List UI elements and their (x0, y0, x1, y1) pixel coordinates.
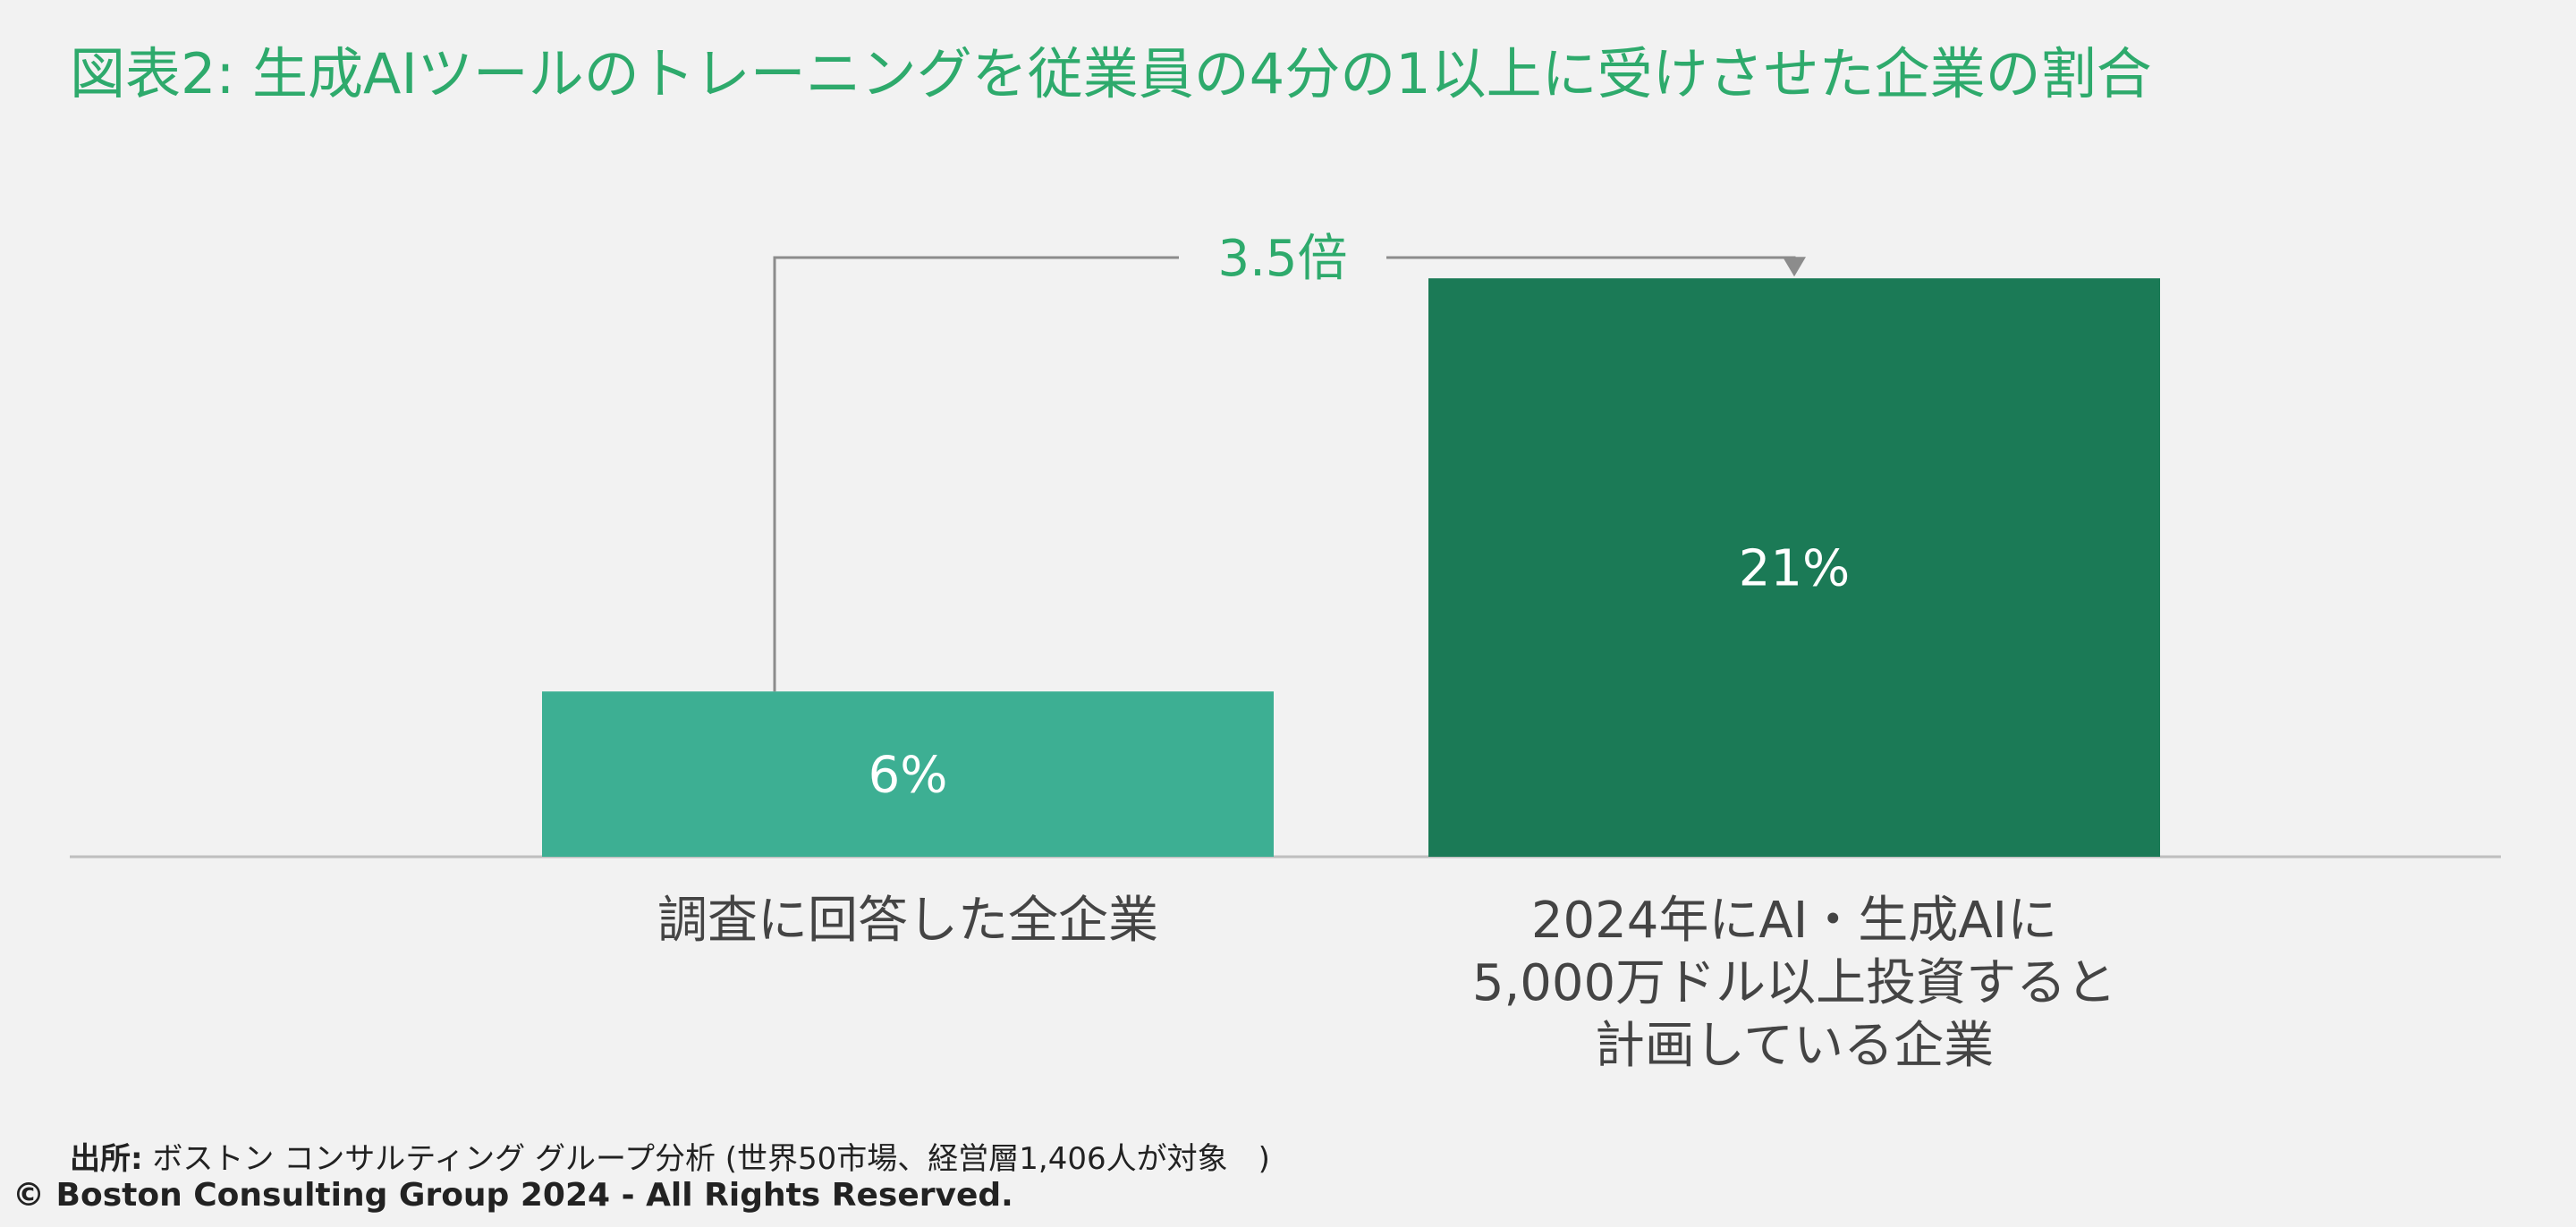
chart-title: 図表2: 生成AIツールのトレーニングを従業員の4分の1以上に受けさせた企業の割… (70, 41, 2152, 106)
bar-chart: 6% 21% 調査に回答した全企業 2024年にAI・生成AIに5,000万ドル以上投… (70, 230, 2501, 1075)
bar-1 (542, 691, 1274, 857)
category-label-2-line-1: 2024年にAI・生成AIに (1531, 892, 2057, 950)
source-note: 出所: ボストン コンサルティング グループ分析 (世界50市場、経営層1,40… (70, 1134, 1270, 1178)
source-label: 出所: (70, 1141, 143, 1177)
bar-value-label-1: 6% (869, 747, 948, 805)
bar-2 (1428, 278, 2160, 857)
source-text: ボストン コンサルティング グループ分析 (世界50市場、経営層1,406人が対… (142, 1141, 1270, 1177)
multiplier-annotation: 3.5倍 (1217, 230, 1347, 288)
category-label-1-line-1: 調査に回答した全企業 (657, 892, 1158, 950)
connector-left (773, 256, 1179, 692)
connector-right (1386, 256, 1796, 261)
copyright: © Boston Consulting Group 2024 - All Rig… (13, 1177, 1013, 1214)
bar-value-label-2: 21% (1739, 540, 1850, 598)
category-label-2-line-2: 5,000万ドル以上投資すると (1472, 954, 2116, 1012)
connector-arrowhead (1783, 257, 1806, 277)
category-label-2-line-3: 計画している企業 (1595, 1017, 1994, 1075)
